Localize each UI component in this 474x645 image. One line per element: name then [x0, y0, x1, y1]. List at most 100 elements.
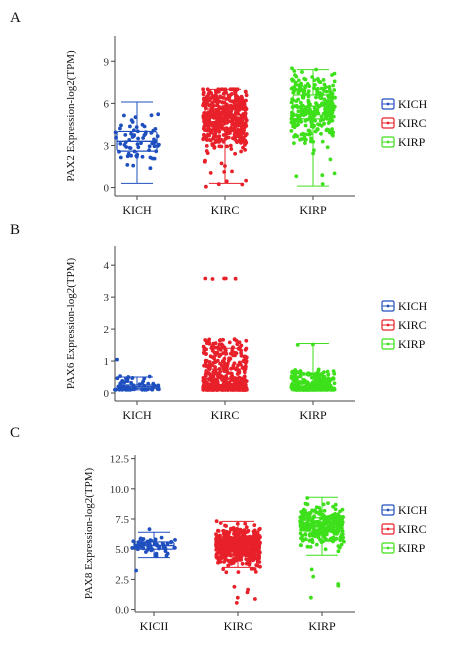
data-point	[315, 127, 320, 132]
data-point	[215, 101, 220, 106]
data-point	[289, 374, 294, 379]
data-point	[303, 508, 307, 513]
data-point	[210, 277, 215, 281]
data-point	[149, 113, 154, 118]
data-point	[122, 380, 126, 385]
data-point	[292, 141, 296, 146]
data-point	[240, 182, 245, 187]
data-point	[290, 121, 295, 126]
data-point	[312, 78, 317, 82]
y-tick-label: 12.5	[110, 454, 130, 466]
data-point	[230, 122, 235, 127]
data-point	[144, 550, 148, 554]
data-point	[247, 556, 252, 560]
data-point	[221, 105, 225, 109]
legend-label: KIRP	[398, 135, 426, 149]
data-point	[217, 140, 222, 144]
data-point	[295, 134, 300, 139]
data-point	[303, 141, 307, 146]
data-point	[131, 163, 136, 168]
data-point	[295, 113, 299, 118]
data-point	[333, 502, 338, 507]
data-point	[204, 144, 209, 148]
data-point	[255, 563, 260, 568]
data-point	[296, 97, 301, 102]
data-point	[207, 341, 212, 346]
data-point	[221, 556, 225, 560]
legend-label: KICH	[398, 299, 428, 313]
data-point	[232, 552, 237, 557]
data-point	[330, 118, 335, 123]
data-point	[236, 369, 241, 373]
data-point	[332, 79, 337, 84]
legend-label: KIRC	[398, 318, 427, 332]
data-point	[257, 526, 262, 531]
data-point	[294, 174, 299, 179]
data-point	[212, 133, 217, 137]
data-point	[216, 89, 221, 94]
data-point	[290, 66, 294, 71]
data-point	[300, 381, 305, 385]
data-point	[327, 87, 332, 92]
data-point	[212, 104, 216, 108]
data-point	[331, 377, 336, 381]
data-point	[336, 549, 341, 554]
data-point	[340, 532, 345, 537]
data-point	[223, 523, 227, 528]
legend-key-dot	[386, 304, 390, 308]
data-point	[332, 88, 337, 92]
data-point	[304, 381, 309, 386]
legend-key-dot	[386, 546, 390, 550]
data-point	[147, 374, 152, 379]
data-point	[321, 375, 326, 379]
data-point	[223, 379, 228, 384]
data-point	[312, 113, 317, 118]
data-point	[205, 96, 209, 101]
data-point	[233, 151, 238, 156]
panel-letter: B	[10, 222, 20, 238]
data-point	[239, 535, 244, 540]
legend-label: KIRC	[398, 116, 427, 130]
data-point	[220, 343, 225, 348]
data-point	[234, 95, 239, 99]
data-point	[303, 118, 308, 123]
data-point	[316, 77, 320, 81]
legend-label: KIRP	[398, 541, 426, 555]
data-point	[212, 120, 217, 125]
data-point	[227, 559, 232, 564]
data-point	[295, 381, 300, 386]
data-point	[216, 374, 220, 379]
legend-label: KICH	[398, 503, 428, 517]
data-point	[304, 511, 309, 516]
data-point	[331, 83, 335, 88]
data-point	[244, 359, 249, 364]
data-point	[213, 365, 218, 369]
data-point	[202, 132, 206, 137]
data-point	[232, 337, 237, 342]
data-point	[215, 358, 220, 363]
data-point	[122, 143, 127, 147]
data-point	[326, 121, 331, 125]
data-point	[202, 102, 207, 107]
data-point	[206, 121, 211, 126]
data-point	[201, 137, 206, 142]
data-point	[223, 276, 228, 281]
series-kich	[113, 357, 161, 392]
data-point	[245, 535, 250, 540]
data-point	[226, 563, 231, 568]
data-point	[307, 101, 311, 106]
data-point	[123, 133, 128, 137]
data-point	[298, 519, 302, 523]
data-point	[216, 347, 221, 351]
data-point	[290, 370, 294, 375]
data-point	[329, 528, 334, 533]
data-point	[225, 144, 230, 149]
legend-key-dot	[386, 342, 390, 346]
data-point	[216, 535, 221, 540]
data-point	[319, 114, 324, 119]
data-point	[201, 351, 206, 355]
data-point	[238, 527, 243, 532]
data-point	[297, 83, 301, 87]
data-point	[234, 601, 239, 605]
